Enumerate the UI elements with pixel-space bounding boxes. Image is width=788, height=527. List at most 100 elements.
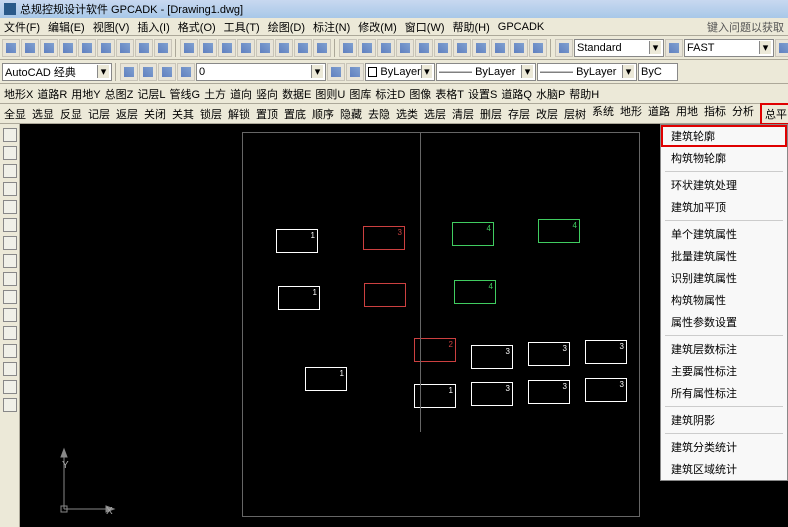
- cmd-tab[interactable]: 删层: [480, 106, 502, 122]
- toolbar-button[interactable]: [294, 39, 312, 57]
- toolbar-button[interactable]: [327, 63, 345, 81]
- domain-menu-item[interactable]: 道向: [230, 86, 252, 102]
- toolbar-button[interactable]: [158, 63, 176, 81]
- workspace-combo[interactable]: AutoCAD 经典▾: [2, 63, 112, 81]
- cmd-tab[interactable]: 去隐: [368, 106, 390, 122]
- domain-menu-item[interactable]: 帮助H: [569, 86, 599, 102]
- drawing-canvas[interactable]: 333113332414431 Y X 建筑轮廓构筑物轮廓环状建筑处理建筑加平顶…: [20, 124, 788, 527]
- menu-item[interactable]: 格式(O): [178, 19, 216, 35]
- toolbar-button[interactable]: [665, 39, 683, 57]
- toolbar-button[interactable]: [377, 39, 395, 57]
- help-hint[interactable]: 键入问题以获取: [707, 19, 784, 35]
- submenu-item[interactable]: 环状建筑处理: [661, 174, 787, 196]
- domain-menu-item[interactable]: 地形X: [4, 86, 33, 102]
- menu-item[interactable]: 编辑(E): [48, 19, 85, 35]
- domain-menu-item[interactable]: 水脑P: [536, 86, 565, 102]
- menu-item[interactable]: 帮助(H): [453, 19, 490, 35]
- cmd-tab[interactable]: 置底: [284, 106, 306, 122]
- draw-tool[interactable]: [3, 128, 17, 142]
- color-combo[interactable]: ByLayer▾: [365, 63, 435, 81]
- menu-item[interactable]: 文件(F): [4, 19, 40, 35]
- domain-menu-item[interactable]: 数据E: [282, 86, 311, 102]
- dimstyle-combo[interactable]: FAST▾: [684, 39, 774, 57]
- cmd-tab[interactable]: 选显: [32, 106, 54, 122]
- cmd-tab[interactable]: 返层: [116, 106, 138, 122]
- draw-tool[interactable]: [3, 272, 17, 286]
- cmd-tab[interactable]: 记层: [88, 106, 110, 122]
- toolbar-button[interactable]: [313, 39, 331, 57]
- cmd-tab-分析[interactable]: 分析: [732, 103, 754, 125]
- toolbar-button[interactable]: [40, 39, 58, 57]
- cmd-tab[interactable]: 关闭: [144, 106, 166, 122]
- cmd-tab-指标[interactable]: 指标: [704, 103, 726, 125]
- toolbar-button[interactable]: [510, 39, 528, 57]
- draw-tool[interactable]: [3, 236, 17, 250]
- menu-item[interactable]: GPCADK: [498, 21, 544, 33]
- toolbar-button[interactable]: [453, 39, 471, 57]
- domain-menu-item[interactable]: 标注D: [375, 86, 405, 102]
- menu-item[interactable]: 插入(I): [137, 19, 169, 35]
- submenu-item[interactable]: 建筑分类统计: [661, 436, 787, 458]
- toolbar-button[interactable]: [491, 39, 509, 57]
- toolbar-button[interactable]: [775, 39, 788, 57]
- cmd-tab[interactable]: 存层: [508, 106, 530, 122]
- draw-tool[interactable]: [3, 290, 17, 304]
- submenu-item[interactable]: 主要属性标注: [661, 360, 787, 382]
- menu-item[interactable]: 绘图(D): [268, 19, 305, 35]
- draw-tool[interactable]: [3, 200, 17, 214]
- domain-menu-item[interactable]: 记层L: [137, 86, 165, 102]
- cmd-tab[interactable]: 顺序: [312, 106, 334, 122]
- submenu-item[interactable]: 构筑物轮廓: [661, 147, 787, 169]
- toolbar-button[interactable]: [120, 63, 138, 81]
- submenu-item[interactable]: 建筑层数标注: [661, 338, 787, 360]
- draw-tool[interactable]: [3, 146, 17, 160]
- domain-menu-item[interactable]: 表格T: [435, 86, 464, 102]
- cmd-tab-地形[interactable]: 地形: [620, 103, 642, 125]
- toolbar-button[interactable]: [396, 39, 414, 57]
- toolbar-button[interactable]: [472, 39, 490, 57]
- submenu-item[interactable]: 建筑轮廓: [661, 125, 787, 147]
- toolbar-button[interactable]: [415, 39, 433, 57]
- toolbar-button[interactable]: [358, 39, 376, 57]
- draw-tool[interactable]: [3, 308, 17, 322]
- toolbar-button[interactable]: [339, 39, 357, 57]
- cmd-tab[interactable]: 选层: [424, 106, 446, 122]
- domain-menu-item[interactable]: 竖向: [256, 86, 278, 102]
- draw-tool[interactable]: [3, 380, 17, 394]
- menu-item[interactable]: 工具(T): [224, 19, 260, 35]
- submenu-item[interactable]: 建筑加平顶: [661, 196, 787, 218]
- toolbar-button[interactable]: [529, 39, 547, 57]
- submenu-item[interactable]: 批量建筑属性: [661, 245, 787, 267]
- cmd-tab-系统[interactable]: 系统: [592, 103, 614, 125]
- domain-menu-item[interactable]: 图像: [409, 86, 431, 102]
- menu-item[interactable]: 修改(M): [358, 19, 397, 35]
- toolbar-button[interactable]: [346, 63, 364, 81]
- domain-menu-item[interactable]: 用地Y: [71, 86, 100, 102]
- layer-combo[interactable]: 0▾: [196, 63, 326, 81]
- toolbar-button[interactable]: [116, 39, 134, 57]
- cmd-tab[interactable]: 层树: [564, 106, 586, 122]
- draw-tool[interactable]: [3, 164, 17, 178]
- draw-tool[interactable]: [3, 218, 17, 232]
- cmd-tab[interactable]: 解锁: [228, 106, 250, 122]
- cmd-tab[interactable]: 改层: [536, 106, 558, 122]
- draw-tool[interactable]: [3, 362, 17, 376]
- domain-menu-item[interactable]: 设置S: [468, 86, 497, 102]
- cmd-tab[interactable]: 置顶: [256, 106, 278, 122]
- plotstyle-combo[interactable]: ByC: [638, 63, 678, 81]
- submenu-item[interactable]: 单个建筑属性: [661, 223, 787, 245]
- toolbar-button[interactable]: [78, 39, 96, 57]
- domain-menu-item[interactable]: 管线G: [170, 86, 201, 102]
- draw-tool[interactable]: [3, 326, 17, 340]
- linetype-combo[interactable]: ——— ByLayer▾: [436, 63, 536, 81]
- toolbar-button[interactable]: [139, 63, 157, 81]
- toolbar-button[interactable]: [199, 39, 217, 57]
- toolbar-button[interactable]: [218, 39, 236, 57]
- menu-item[interactable]: 窗口(W): [405, 19, 445, 35]
- toolbar-button[interactable]: [434, 39, 452, 57]
- toolbar-button[interactable]: [59, 39, 77, 57]
- cmd-tab-总平[interactable]: 总平: [760, 103, 788, 125]
- cmd-tab-道路[interactable]: 道路: [648, 103, 670, 125]
- toolbar-button[interactable]: [275, 39, 293, 57]
- domain-menu-item[interactable]: 总图Z: [105, 86, 134, 102]
